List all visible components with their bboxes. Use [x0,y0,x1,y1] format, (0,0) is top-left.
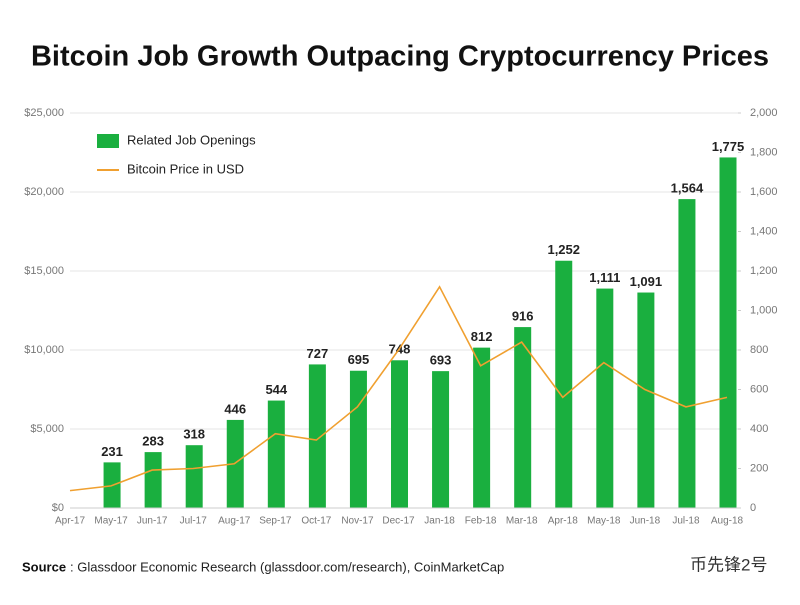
legend-label: Related Job Openings [127,132,256,147]
y2-tick-label: 1,200 [750,265,778,277]
bar [637,292,655,508]
x-tick-label: Oct-17 [301,516,331,527]
y-tick-label: $10,000 [24,344,64,356]
data-label: 318 [183,427,205,442]
data-label: 693 [430,353,452,368]
legend-swatch [97,134,119,148]
data-label: 1,775 [712,139,745,154]
x-tick-label: May-17 [94,516,128,527]
y2-tick-label: 800 [750,344,768,356]
source-text: : Glassdoor Economic Research (glassdoor… [70,559,504,574]
y2-tick-label: 200 [750,462,768,474]
bar [391,360,408,508]
data-label: 231 [101,444,123,459]
y2-tick-label: 400 [750,423,768,435]
bar [267,400,285,508]
bar [308,364,326,508]
data-label: 1,564 [671,181,704,196]
data-label: 812 [471,329,493,344]
data-label: 1,252 [547,242,580,257]
x-tick-label: Dec-17 [382,516,415,527]
x-tick-label: Mar-18 [506,516,538,527]
x-tick-label: Jan-18 [424,516,455,527]
data-label: 1,111 [589,270,620,285]
bar [555,260,573,508]
x-tick-label: May-18 [587,516,621,527]
bar [719,157,737,508]
y-tick-label: $25,000 [24,107,64,119]
x-tick-label: Jun-17 [137,516,168,527]
bar [144,452,162,508]
x-tick-label: Jul-17 [180,516,208,527]
data-label: 695 [348,352,370,367]
data-label: 446 [224,401,246,416]
y2-tick-label: 2,000 [750,107,778,119]
source-label: Source [22,559,66,574]
y2-tick-label: 1,800 [750,146,778,158]
x-tick-label: Apr-17 [55,516,85,527]
y2-tick-label: 600 [750,383,768,395]
y-tick-label: $20,000 [24,186,64,198]
price-line [69,285,728,492]
data-label: 283 [142,434,164,449]
data-label: 1,091 [630,274,663,289]
data-label: 916 [512,309,534,324]
y2-tick-label: 1,400 [750,225,778,237]
x-tick-label: Aug-17 [218,516,251,527]
bar [596,288,614,508]
data-label: 727 [307,346,329,361]
bar [432,371,450,508]
x-tick-label: Aug-18 [711,516,744,527]
y2-tick-label: 1,000 [750,304,778,316]
data-label: 544 [265,382,287,397]
legend-label: Bitcoin Price in USD [127,161,244,176]
bar [678,199,696,509]
watermark: 币先锋2号 [690,555,767,574]
y-tick-label: $0 [52,502,64,514]
x-tick-label: Nov-17 [341,516,374,527]
bar [185,445,203,508]
x-tick-label: Apr-18 [548,516,578,527]
y2-tick-label: 0 [750,502,756,514]
y-tick-label: $5,000 [30,423,64,435]
x-tick-label: Jun-18 [630,516,661,527]
bar [473,347,491,508]
y-tick-label: $15,000 [24,265,64,277]
x-tick-label: Jul-18 [672,516,700,527]
x-tick-label: Sep-17 [259,516,292,527]
bar [349,370,367,508]
bar [514,327,532,508]
chart-title: Bitcoin Job Growth Outpacing Cryptocurre… [31,41,769,73]
x-tick-label: Feb-18 [465,516,497,527]
y2-tick-label: 1,600 [750,186,778,198]
